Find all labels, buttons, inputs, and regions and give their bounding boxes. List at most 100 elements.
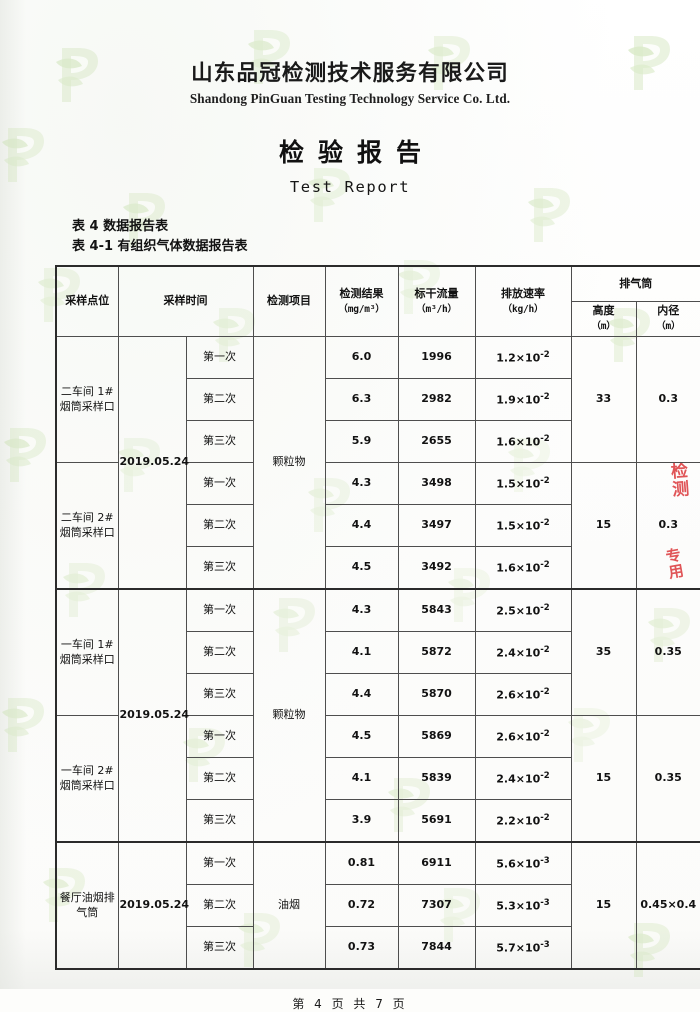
cell-run-label: 第二次 xyxy=(185,884,254,928)
emission-rate-exponent: -2 xyxy=(540,812,550,823)
cell-stack-inner-diameter: 0.35 xyxy=(635,588,700,717)
cell-standard-dry-flow: 7844 xyxy=(397,926,476,970)
emission-rate-exponent: -3 xyxy=(540,939,550,950)
emission-rate-mantissa: 2.5×10 xyxy=(496,604,541,618)
cell-test-result: 6.0 xyxy=(324,336,399,380)
cell-test-result: 4.4 xyxy=(324,673,399,717)
header-height-unit: （m） xyxy=(591,321,616,333)
cell-emission-rate: 2.4×10-2 xyxy=(474,631,572,675)
cell-test-result: 4.3 xyxy=(324,588,399,633)
emission-rate-exponent: -2 xyxy=(540,391,550,402)
cell-emission-rate: 1.6×10-2 xyxy=(474,420,572,464)
cell-standard-dry-flow: 6911 xyxy=(397,841,476,886)
header-test-item: 检测项目 xyxy=(252,265,326,338)
emission-rate-mantissa: 1.9×10 xyxy=(496,393,541,407)
cell-standard-dry-flow: 5839 xyxy=(397,757,476,801)
table-row: 第二次 4.1 5872 2.4×10-2 xyxy=(56,631,700,675)
cell-test-result: 4.3 xyxy=(324,462,399,506)
emission-rate-mantissa: 1.5×10 xyxy=(496,477,541,491)
cell-sampling-date: 2019.05.24 xyxy=(117,588,189,843)
table-row: 第二次 6.3 2982 1.9×10-2 xyxy=(56,378,700,422)
cell-sampling-point: 二车间 1#烟筒采样口 xyxy=(55,336,119,464)
emission-rate-mantissa: 2.6×10 xyxy=(496,730,541,744)
header-sampling-point: 采样点位 xyxy=(55,265,119,338)
cell-run-label: 第二次 xyxy=(185,504,254,548)
cell-standard-dry-flow: 1996 xyxy=(397,336,476,380)
cell-standard-dry-flow: 2982 xyxy=(397,378,476,422)
header-test-result-label: 检测结果 xyxy=(339,286,384,300)
cell-standard-dry-flow: 5870 xyxy=(397,673,476,717)
header-test-result: 检测结果 （mg/m³） xyxy=(324,265,399,338)
cell-standard-dry-flow: 5869 xyxy=(397,715,476,759)
header-test-result-unit: （mg/m³） xyxy=(338,303,385,315)
cell-stack-height: 15 xyxy=(570,715,637,843)
cell-sampling-date: 2019.05.24 xyxy=(117,841,189,970)
emission-rate-exponent: -3 xyxy=(540,897,550,908)
letterhead: 山东品冠检测技术服务有限公司 Shandong PinGuan Testing … xyxy=(0,0,700,107)
cell-run-label: 第二次 xyxy=(185,757,254,801)
emission-rate-mantissa: 2.6×10 xyxy=(496,688,541,702)
cell-standard-dry-flow: 3497 xyxy=(397,504,476,548)
table-row: 二车间 1#烟筒采样口 2019.05.24 第一次 颗粒物 6.0 1996 1.2×10… xyxy=(55,336,700,590)
cell-test-result: 4.1 xyxy=(324,631,399,675)
emission-rate-mantissa: 5.6×10 xyxy=(496,857,541,871)
company-name-en: Shandong PinGuan Testing Technology Serv… xyxy=(189,91,511,106)
header-stack-diameter: 内径 （m） xyxy=(635,301,700,338)
cell-sampling-point: 二车间 2#烟筒采样口 xyxy=(55,462,119,590)
table-row: 第三次 5.9 2655 1.6×10-2 xyxy=(56,420,700,464)
emission-rate-exponent: -2 xyxy=(540,602,550,613)
table-row: 第三次 0.73 7844 5.7×10-3 xyxy=(56,926,700,970)
table-row: 第三次 3.9 5691 2.2×10-2 xyxy=(56,799,700,843)
scan-edge-shadow-left xyxy=(0,0,26,989)
emission-rate-exponent: -2 xyxy=(540,728,550,739)
cell-stack-height: 33 xyxy=(570,336,637,464)
cell-test-result: 0.81 xyxy=(324,841,399,886)
page-footer: 第 4 页 共 7 页 xyxy=(292,997,408,1012)
cell-standard-dry-flow: 5691 xyxy=(397,799,476,843)
cell-sampling-point: 一车间 1#烟筒采样口 xyxy=(55,588,119,717)
cell-emission-rate: 2.4×10-2 xyxy=(474,757,572,801)
cell-run-label: 第一次 xyxy=(185,841,254,886)
cell-run-label: 第三次 xyxy=(185,926,254,970)
cell-emission-rate: 2.6×10-2 xyxy=(474,715,572,759)
organized-gas-data-table: 采样点位 采样时间 检测项目 检测结果 （mg/m³） 标干流量 （m³/h） … xyxy=(55,265,700,971)
table-body: 二车间 1#烟筒采样口 2019.05.24 第一次 颗粒物 6.0 1996 1.2×10… xyxy=(55,336,700,970)
emission-rate-exponent: -3 xyxy=(540,855,550,866)
header-stack-group: 排气筒 xyxy=(570,265,700,303)
cell-sampling-point: 餐厅油烟排气筒 xyxy=(55,841,119,970)
table-row: 第二次 4.4 3497 1.5×10-2 xyxy=(56,504,700,548)
table-row: 二车间 2#烟筒采样口 第一次 4.3 3498 1.5×10-2 15 0.3 xyxy=(55,462,700,590)
emission-rate-mantissa: 1.6×10 xyxy=(496,435,541,449)
cell-run-label: 第三次 xyxy=(185,673,254,717)
table-row: 一车间 1#烟筒采样口 2019.05.24 第一次 颗粒物 4.3 5843 2.5×10… xyxy=(55,588,700,843)
table-captions: 表 4 数据报告表 表 4-1 有组织气体数据报告表 xyxy=(72,217,700,257)
cell-stack-height: 15 xyxy=(570,841,637,970)
table-row: 第二次 4.1 5839 2.4×10-2 xyxy=(56,757,700,801)
cell-emission-rate: 1.9×10-2 xyxy=(474,378,572,422)
cell-stack-inner-diameter: 0.35 xyxy=(635,715,700,843)
header-diameter-unit: （m） xyxy=(656,321,681,333)
cell-emission-rate: 1.5×10-2 xyxy=(474,462,572,506)
emission-rate-mantissa: 1.2×10 xyxy=(496,351,541,365)
emission-rate-exponent: -2 xyxy=(540,770,550,781)
cell-run-label: 第二次 xyxy=(185,378,254,422)
cell-run-label: 第三次 xyxy=(185,546,254,590)
cell-test-result: 4.5 xyxy=(324,715,399,759)
emission-rate-exponent: -2 xyxy=(540,433,550,444)
emission-rate-mantissa: 1.5×10 xyxy=(496,519,541,533)
cell-test-result: 6.3 xyxy=(324,378,399,422)
cell-run-label: 第三次 xyxy=(185,799,254,843)
cell-test-item: 颗粒物 xyxy=(252,588,326,843)
caption-table-4: 表 4 数据报告表 xyxy=(72,219,169,234)
cell-test-item: 油烟 xyxy=(252,841,326,970)
table-header: 采样点位 采样时间 检测项目 检测结果 （mg/m³） 标干流量 （m³/h） … xyxy=(55,265,700,338)
cell-sampling-point: 一车间 2#烟筒采样口 xyxy=(55,715,119,843)
emission-rate-mantissa: 5.3×10 xyxy=(496,899,541,913)
cell-test-result: 5.9 xyxy=(324,420,399,464)
cell-run-label: 第一次 xyxy=(185,588,254,633)
table-row: 一车间 2#烟筒采样口 第一次 4.5 5869 2.6×10-2 15 0.35 xyxy=(55,715,700,843)
cell-emission-rate: 5.6×10-3 xyxy=(474,841,572,886)
header-stack-height: 高度 （m） xyxy=(570,301,637,338)
cell-stack-inner-diameter: 0.3 xyxy=(635,462,700,590)
cell-test-result: 0.72 xyxy=(324,884,399,928)
